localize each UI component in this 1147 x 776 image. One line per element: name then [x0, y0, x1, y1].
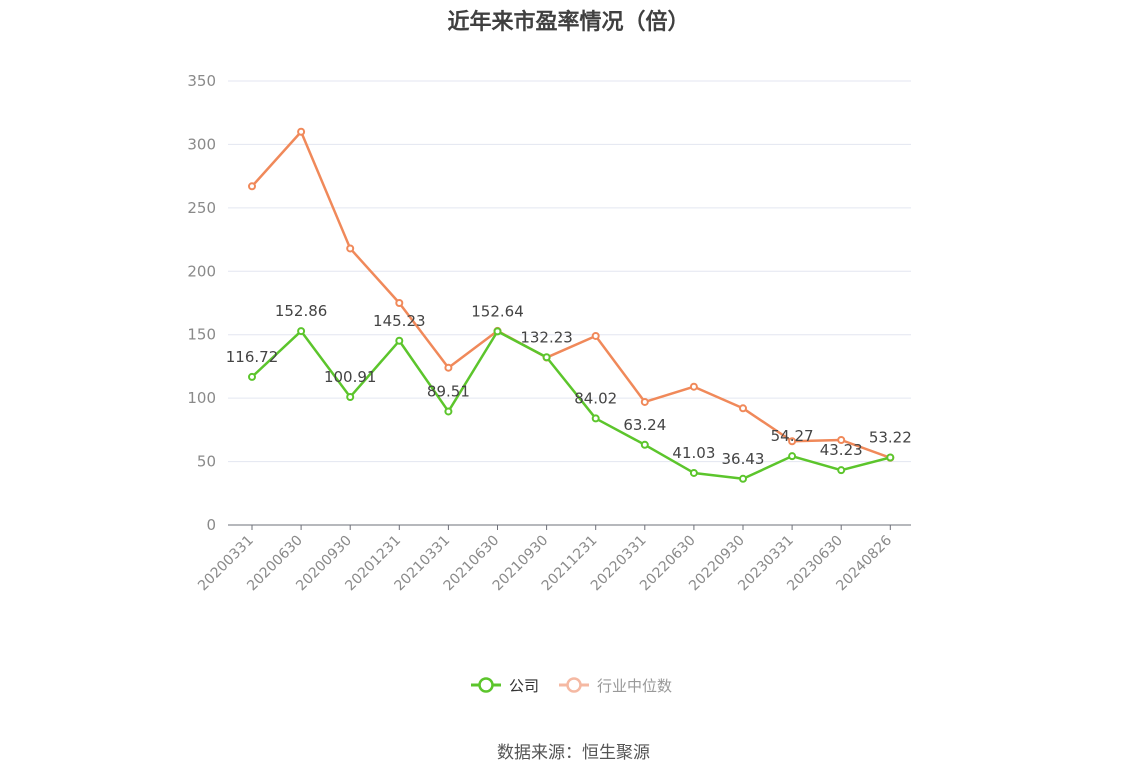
series-lines: [248, 127, 895, 483]
data-point: [640, 397, 649, 406]
chart-title: 近年来市盈率情况（倍）: [447, 10, 690, 35]
data-label: 36.43: [722, 450, 765, 468]
data-point: [640, 440, 649, 449]
series-line-1: [251, 130, 891, 459]
data-point: [689, 468, 698, 477]
data-labels: 116.72 152.86 100.91 145.23 89.51 152.64 132.2…: [226, 302, 912, 468]
y-tick-label: 0: [206, 516, 216, 534]
source-note: 数据来源：恒生聚源: [497, 743, 650, 763]
data-point: [346, 244, 355, 253]
y-tick-label: 50: [197, 453, 216, 471]
data-point: [837, 466, 846, 475]
data-point: [886, 453, 895, 462]
legend-label-company: 公司: [509, 677, 539, 695]
data-point: [346, 392, 355, 401]
data-point: [739, 474, 747, 483]
legend-marker-company: [478, 677, 494, 693]
data-point: [542, 353, 551, 362]
y-tick-label: 200: [187, 262, 216, 280]
legend-marker-industry: [566, 677, 582, 693]
data-label: 63.24: [623, 416, 666, 434]
data-point: [297, 327, 306, 336]
legend: 公司 行业中位数: [471, 677, 672, 695]
data-label: 41.03: [672, 444, 715, 462]
y-tick-label: 250: [187, 199, 216, 217]
data-label: 152.64: [471, 302, 524, 320]
data-label: 84.02: [574, 389, 617, 407]
data-label: 116.72: [226, 348, 279, 366]
data-label: 54.27: [771, 427, 814, 445]
y-tick-label: 300: [187, 135, 216, 153]
y-tick-label: 350: [187, 72, 216, 90]
data-point: [739, 404, 747, 413]
data-label: 89.51: [427, 382, 470, 400]
grid-lines: [228, 80, 911, 463]
y-tick-label: 150: [187, 326, 216, 344]
data-point: [788, 437, 797, 446]
data-point: [591, 331, 600, 340]
data-point: [689, 382, 698, 391]
data-point: [248, 182, 256, 191]
data-point: [444, 407, 453, 416]
data-point: [248, 372, 256, 381]
data-point: [444, 363, 453, 372]
data-label: 132.23: [520, 328, 573, 346]
data-point: [493, 327, 502, 336]
data-point: [788, 452, 797, 461]
data-label: 43.23: [820, 441, 863, 459]
data-point: [591, 414, 600, 423]
data-point: [395, 336, 404, 345]
data-point: [297, 127, 306, 136]
data-label: 100.91: [324, 368, 377, 386]
data-label: 145.23: [373, 312, 426, 330]
data-label: 152.86: [275, 302, 328, 320]
y-tick-label: 100: [187, 389, 216, 407]
series-line-0: [251, 329, 891, 481]
legend-label-industry: 行业中位数: [597, 677, 672, 695]
data-label: 53.22: [869, 428, 912, 446]
data-point: [837, 436, 846, 445]
data-point: [395, 299, 404, 307]
